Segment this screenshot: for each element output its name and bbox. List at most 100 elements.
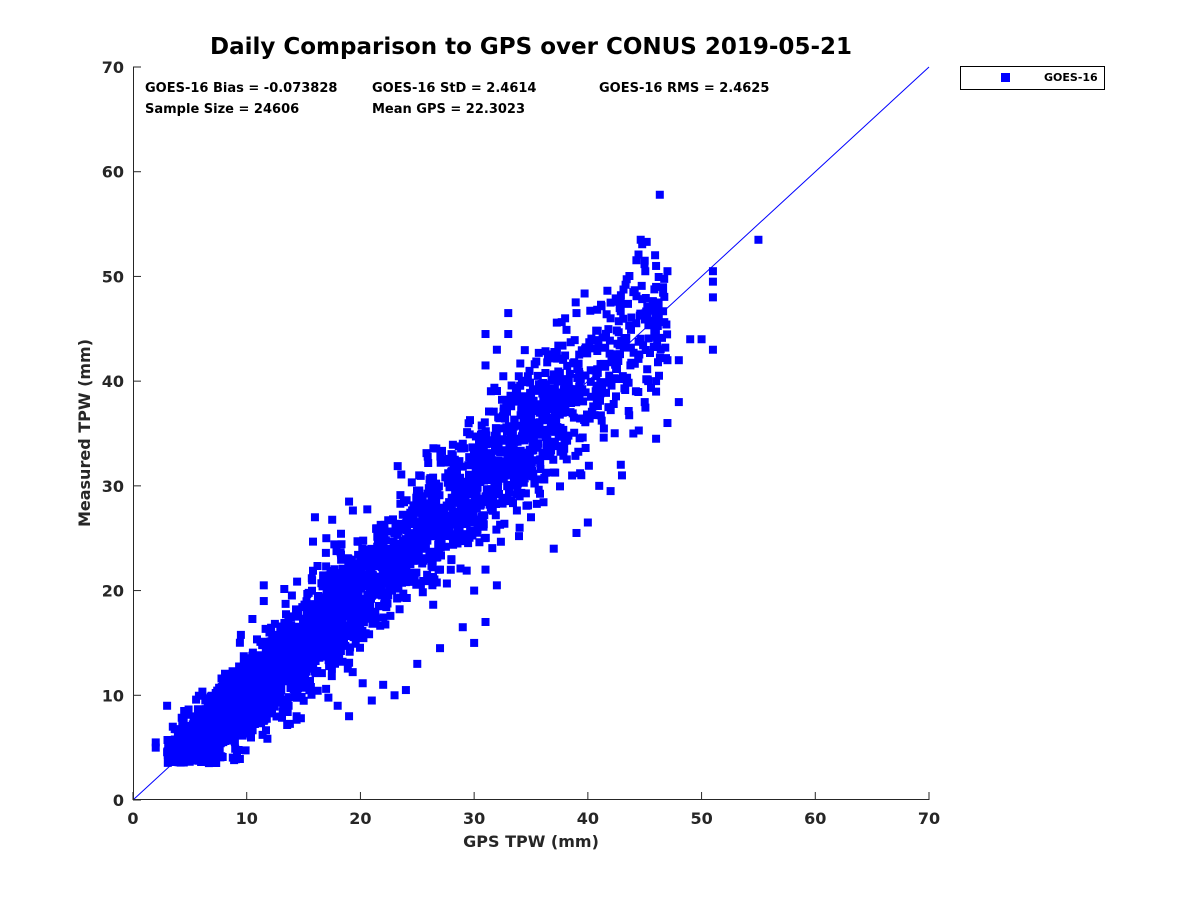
data-point [390,691,399,700]
legend-marker-square-icon [1001,73,1010,82]
point-cloud [163,190,672,768]
data-point [504,330,513,339]
data-point [322,534,331,543]
x-axis-label: GPS TPW (mm) [463,832,599,851]
data-point [481,361,490,370]
x-tick-label: 0 [127,809,138,828]
data-point [583,518,592,527]
legend-entry-goes16: GOES-16 [1044,71,1098,84]
y-tick-label: 30 [102,477,124,496]
chart-title: Daily Comparison to GPS over CONUS 2019-… [210,34,852,60]
data-point [708,267,717,276]
data-point [708,345,717,354]
x-axis-ticks: 0 10 20 30 40 50 60 70 [127,792,940,828]
data-point [674,356,683,365]
data-point [345,497,354,506]
dense-point-cloud [163,190,672,768]
scatter-points [151,235,763,763]
data-point [652,387,661,396]
data-point [310,513,319,522]
data-point [629,288,638,297]
y-tick-label: 50 [102,267,124,286]
x-tick-label: 20 [349,809,371,828]
data-point [697,335,706,344]
data-point [492,345,501,354]
stat-bias: GOES-16 Bias = -0.073828 [145,81,337,96]
data-point [754,235,763,244]
data-point [606,487,615,496]
y-tick-label: 60 [102,163,124,182]
data-point [617,471,626,480]
data-point [708,277,717,286]
one-to-one-line [132,66,930,801]
y-tick-label: 40 [102,372,124,391]
data-point [185,748,194,757]
data-point [436,565,445,574]
data-point [151,738,160,747]
data-point [259,581,268,590]
data-point [379,680,388,689]
data-point [674,398,683,407]
data-point [504,309,513,318]
y-axis-ticks: 0 10 20 30 40 50 60 70 [102,58,141,810]
stat-sample-size: Sample Size = 24606 [145,102,299,117]
data-point [708,293,717,302]
data-point [640,398,649,407]
data-point [663,356,672,365]
data-point [549,544,558,553]
data-point [481,565,490,574]
data-point [640,256,649,265]
data-point [561,314,570,323]
data-point [259,597,268,606]
data-point [481,492,490,501]
data-point [652,261,661,270]
data-point [151,743,160,752]
y-tick-label: 20 [102,582,124,601]
data-point [663,267,672,276]
data-point [527,513,535,522]
data-point [515,523,524,532]
x-tick-label: 50 [690,809,712,828]
stats-annotations: GOES-16 Bias = -0.073828 GOES-16 StD = 2… [145,81,769,117]
stat-rms: GOES-16 RMS = 2.4625 [599,81,769,96]
plot-axes [133,67,929,800]
data-point [572,309,581,318]
data-point [606,298,615,307]
data-point [333,701,342,710]
x-tick-label: 60 [804,809,826,828]
data-point [447,555,456,564]
y-tick-label: 10 [102,686,124,705]
stat-mean-gps: Mean GPS = 22.3023 [372,102,525,117]
data-point [424,576,433,585]
legend-box [960,66,1105,90]
data-point [652,434,661,443]
data-point [413,659,422,668]
legend: GOES-16 [960,66,1105,90]
data-point [345,712,354,721]
data-point [367,696,376,705]
data-point [481,330,490,339]
y-tick-label: 70 [102,58,124,77]
x-tick-label: 30 [463,809,485,828]
x-tick-label: 40 [577,809,599,828]
data-point [401,686,410,695]
data-point [265,628,274,637]
data-point [436,644,445,653]
x-tick-label: 10 [236,809,258,828]
y-tick-label: 0 [113,791,124,810]
data-point [663,419,672,428]
data-point [629,429,638,438]
data-point [197,754,206,763]
data-point [492,581,501,590]
data-point [470,638,479,647]
x-tick-label: 70 [918,809,940,828]
y-axis-label: Measured TPW (mm) [75,339,94,527]
data-point [652,282,661,291]
data-point [470,586,479,595]
data-point [180,706,189,715]
data-point [481,617,490,626]
data-point [652,377,661,386]
stat-std: GOES-16 StD = 2.4614 [372,81,536,96]
data-point [686,335,695,344]
